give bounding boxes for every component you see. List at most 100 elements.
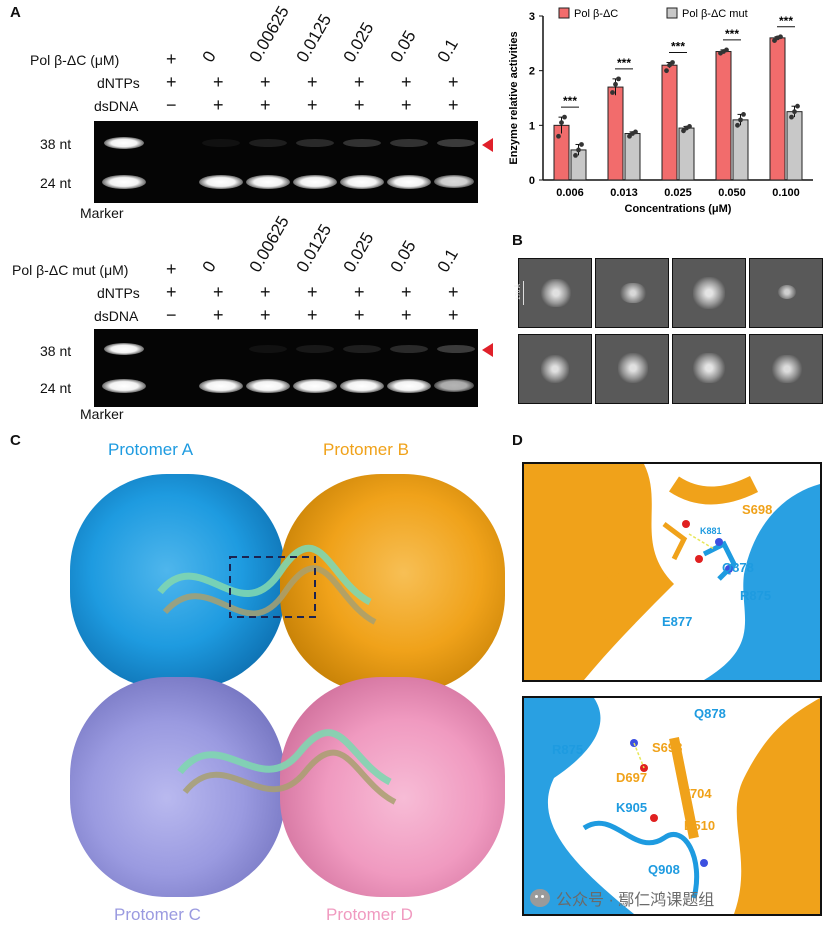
bar-mut: [786, 111, 803, 181]
gel_bottom-dntp-6: +: [448, 282, 459, 302]
watermark-text: 公众号 · 鄢仁鸿课题组: [556, 892, 715, 909]
gel_bottom-dntp-1: +: [213, 282, 224, 302]
protomer-d-cartoon: [280, 677, 505, 897]
gel-top-band-lower: 24 nt: [40, 175, 72, 191]
gel_top-dsdna-5: +: [401, 95, 412, 115]
gel_top-marker-conc: +: [166, 49, 177, 69]
data-point: [616, 76, 621, 82]
watermark: 公众号 · 鄢仁鸿课题组: [530, 886, 714, 910]
legend-label: Pol β-ΔC: [574, 8, 618, 20]
y-tick-label: 0: [529, 175, 535, 187]
data-point: [687, 124, 692, 129]
protomer-c-label: Protomer C: [114, 905, 201, 924]
data-point: [735, 122, 740, 128]
y-tick-label: 2: [529, 66, 535, 78]
tetramer-structure: [70, 462, 510, 912]
gel_top-dntp-3: +: [307, 72, 318, 92]
gel_top-dsdna-6: +: [448, 95, 459, 115]
legend-swatch: [558, 7, 570, 19]
gel_bottom-marker-conc: +: [166, 259, 177, 279]
data-point: [613, 81, 618, 87]
gel-bottom-arrow-icon: [482, 343, 493, 357]
em-tile-5: [518, 334, 592, 404]
gel_bottom-dntp-5: +: [401, 282, 412, 302]
x-tick-label: 0.100: [772, 187, 800, 199]
gel-bottom-image: [94, 329, 478, 407]
bar-wt: [769, 37, 786, 181]
res-t704-bottom: T704: [682, 786, 712, 801]
data-point: [792, 109, 797, 115]
res-s698-bottom: S698: [652, 740, 683, 755]
data-point: [664, 68, 669, 74]
gel-top-marker: Marker: [80, 205, 124, 221]
em-tile-8: [749, 334, 823, 404]
gel_bottom-conc-4: 0.05: [386, 237, 420, 276]
legend-swatch: [666, 7, 678, 19]
gel_bottom-dntp-4: +: [354, 282, 365, 302]
res-k678-top: K678: [586, 612, 618, 627]
gel_bottom-conc-5: 0.1: [433, 245, 462, 276]
gel_bottom-dntp-0: +: [166, 282, 177, 302]
res-r875-bottom: R875: [552, 742, 584, 757]
gel-bottom-row3-label: dsDNA: [94, 308, 139, 324]
wechat-icon: [530, 889, 550, 907]
significance-label: ***: [779, 14, 793, 28]
gel_top-dntp-5: +: [401, 72, 412, 92]
gel_bottom-dsdna-2: +: [260, 305, 271, 325]
res-d697-bottom: D697: [616, 770, 648, 785]
gel-bottom-row1-label: Pol β-ΔC mut (μM): [12, 262, 129, 278]
res-q878-bottom: Q878: [694, 706, 726, 721]
res-d510-bottom: D510: [684, 818, 716, 833]
significance-label: ***: [725, 27, 739, 41]
gel_bottom-dsdna-0: −: [166, 305, 177, 325]
gel_top-dsdna-4: +: [354, 95, 365, 115]
gel_bottom-conc-3: 0.025: [339, 229, 378, 276]
protomer-b-cartoon: [280, 474, 505, 694]
gel_top-conc-3: 0.025: [339, 19, 378, 66]
em-scale-label: 170 Å: [515, 284, 522, 300]
em-tile-7: [672, 334, 746, 404]
gel_top-conc-5: 0.1: [433, 35, 462, 66]
gel_bottom-dsdna-4: +: [354, 305, 365, 325]
data-point: [610, 90, 615, 95]
bar-mut: [678, 127, 695, 181]
gel_top-dntp-2: +: [260, 72, 271, 92]
protomer-b-label: Protomer B: [323, 440, 409, 459]
panel-d-label: D: [512, 432, 523, 449]
data-point: [576, 147, 581, 153]
gel_bottom-dsdna-6: +: [448, 305, 459, 325]
protomer-c-cartoon: [70, 677, 285, 897]
legend-label: Pol β-ΔC mut: [682, 8, 748, 20]
gel_top-dntp-1: +: [213, 72, 224, 92]
em-tile-1: 170 Å: [515, 258, 592, 328]
em-class-averages: 170 Å: [515, 258, 823, 408]
gel_top-conc-2: 0.0125: [292, 10, 336, 66]
gel-bottom-row2-label: dNTPs: [97, 285, 140, 301]
y-axis-label: Enzyme relative activities: [508, 31, 520, 164]
bar-wt: [661, 64, 678, 181]
gel-top-row3-label: dsDNA: [94, 98, 139, 114]
data-point: [789, 114, 794, 120]
em-tile-6: [595, 334, 669, 404]
gel_top-dntp-6: +: [448, 72, 459, 92]
data-point: [795, 103, 800, 109]
data-point: [778, 34, 783, 40]
em-tile-2: [595, 258, 669, 328]
data-point: [741, 112, 746, 117]
gel_top-dsdna-2: +: [260, 95, 271, 115]
data-point: [559, 120, 564, 125]
dna-helices: [157, 544, 397, 805]
y-tick-label: 3: [529, 11, 535, 23]
gel-top-row2-label: dNTPs: [97, 75, 140, 91]
res-e877-top: E877: [662, 614, 693, 629]
protomer-a-label: Protomer A: [108, 440, 194, 459]
gel_bottom-conc-1: 0.00625: [245, 212, 293, 276]
gel_top-conc-4: 0.05: [386, 27, 420, 66]
gel-top-band-upper: 38 nt: [40, 136, 72, 152]
panel-c-label: C: [10, 432, 21, 449]
bar-mut: [732, 119, 749, 181]
data-point: [724, 47, 729, 53]
gel-bottom-band-lower: 24 nt: [40, 380, 72, 396]
gel_bottom-dntp-2: +: [260, 282, 271, 302]
x-tick-label: 0.050: [718, 187, 746, 199]
